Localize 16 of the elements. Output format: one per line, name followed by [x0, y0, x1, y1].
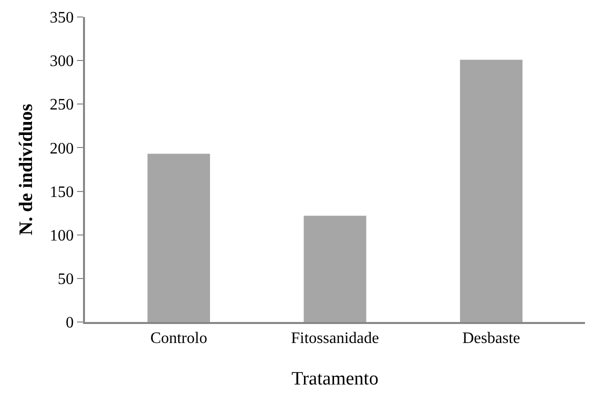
bar: [460, 60, 522, 322]
bar: [148, 154, 210, 322]
x-axis-title: Tratamento: [292, 368, 378, 390]
x-tick-label: Fitossanidade: [291, 330, 379, 348]
y-tick-label: 150: [50, 184, 74, 201]
y-tick-label: 0: [66, 314, 74, 332]
x-tick-label: Desbaste: [462, 330, 520, 348]
y-tick-label: 300: [50, 53, 74, 70]
bar: [304, 216, 366, 322]
y-tick-label: 250: [50, 96, 74, 114]
y-axis-title: N. de indivíduos: [16, 104, 38, 236]
x-tick-label: Controlo: [150, 330, 208, 348]
y-tick-label: 200: [50, 140, 74, 158]
y-tick-label: 100: [50, 227, 74, 244]
y-tick-label: 50: [58, 271, 74, 288]
y-tick-label: 350: [50, 10, 74, 27]
